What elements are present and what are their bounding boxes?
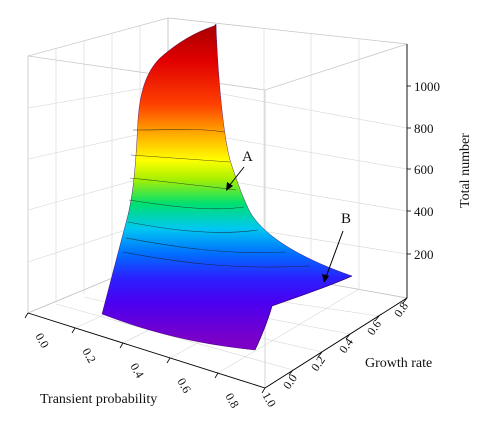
z-tick-label: 200: [414, 247, 434, 262]
y-tick-label: 0.8: [391, 299, 411, 319]
annotation-b-arrowhead: [322, 274, 329, 283]
y-tick-labels: 0.0 0.2 0.4 0.6 0.8: [280, 299, 411, 391]
annotation-a-arrow: [228, 166, 245, 187]
z-tick-labels: 200 400 600 800 1000: [414, 79, 440, 262]
x-tick-label: 0.8: [222, 391, 242, 411]
annotation-b-arrow: [325, 230, 344, 278]
surface-edge: [254, 275, 353, 351]
x-tick-labels: 0.0 0.2 0.4 0.6 0.8 1.0: [32, 331, 279, 411]
annotation-a-label: A: [242, 149, 253, 165]
y-axis-line: [264, 297, 408, 389]
y-tick-label: 0.2: [308, 353, 328, 373]
y-tick-label: 0.4: [336, 335, 356, 355]
annotations: A B: [226, 149, 351, 283]
x-tick-label: 0.0: [32, 331, 52, 351]
contour-lines: [122, 129, 311, 268]
x-tick-label: 0.4: [127, 361, 147, 381]
z-tick-label: 1000: [414, 79, 440, 94]
z-tick-label: 400: [414, 204, 434, 219]
z-axis-title: Total number: [458, 133, 473, 208]
x-tick-label: 0.6: [174, 376, 194, 396]
annotation-a-arrowhead: [226, 182, 233, 191]
z-tick-label: 600: [414, 162, 434, 177]
y-axis-title: Growth rate: [365, 356, 432, 371]
x-tick-label: 0.2: [79, 346, 99, 366]
tick-marks: [24, 85, 411, 394]
x-tick-label: 1.0: [259, 390, 279, 410]
y-tick-label: 0.0: [280, 371, 300, 391]
y-tick-label: 0.6: [364, 317, 384, 337]
x-axis-title: Transient probability: [40, 392, 157, 407]
z-tick-label: 800: [414, 121, 434, 136]
annotation-b-label: B: [341, 211, 351, 227]
x-axis-line: [27, 312, 266, 389]
